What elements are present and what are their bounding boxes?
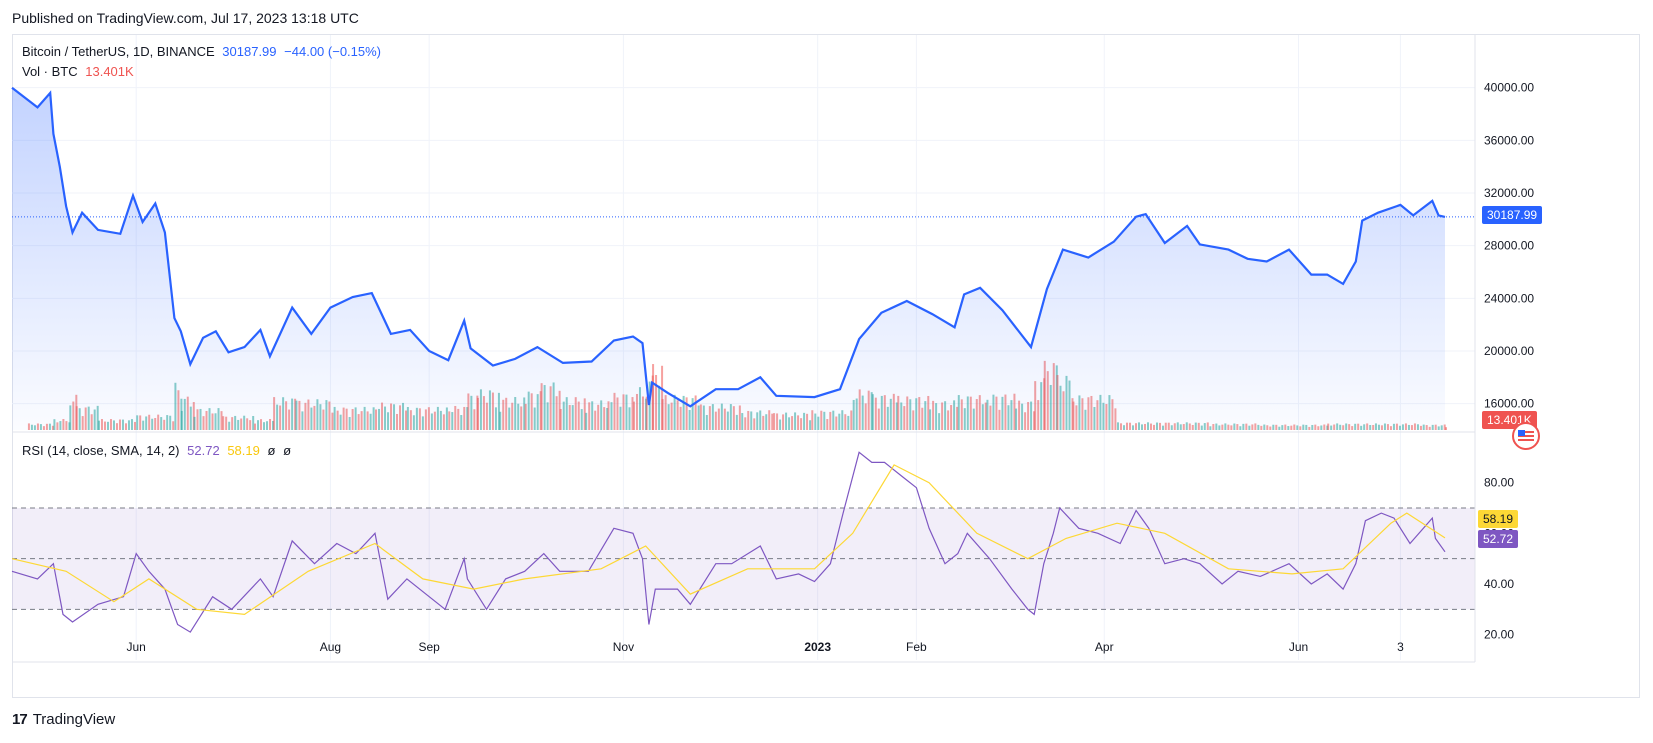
rsi-tick-label: 80.00 xyxy=(1484,476,1514,490)
price-tick-label: 28000.00 xyxy=(1484,239,1534,253)
time-tick-label: 2023 xyxy=(804,640,831,654)
time-tick-label: Aug xyxy=(320,640,341,654)
price-tick-label: 16000.00 xyxy=(1484,397,1534,411)
price-line xyxy=(11,86,1446,408)
rsi-extra-1: ø xyxy=(267,443,276,458)
volume-label: Vol · BTC xyxy=(22,64,78,79)
last-price: 30187.99 xyxy=(222,44,277,59)
rsi-ma-line xyxy=(11,464,1446,616)
time-tick-label: Jun xyxy=(127,640,146,654)
rsi-tick-label: 40.00 xyxy=(1484,577,1514,591)
time-tick-label: Sep xyxy=(418,640,440,654)
price-badge: 30187.99 xyxy=(1482,206,1543,224)
volume-bar xyxy=(1445,427,1447,430)
price-series xyxy=(11,86,1475,430)
rsi-line xyxy=(11,451,1446,633)
volume-legend[interactable]: Vol · BTC 13.401K xyxy=(22,64,138,79)
time-tick-label: Nov xyxy=(613,640,634,654)
price-tick-label: 36000.00 xyxy=(1484,133,1534,147)
time-tick-label: Feb xyxy=(906,640,927,654)
tradingview-logo: 17 xyxy=(12,711,28,728)
price-tick-label: 40000.00 xyxy=(1484,81,1534,95)
time-tick-label: Apr xyxy=(1095,640,1114,654)
axes: 16000.00 20000.00 24000.00 28000.00 32000.00… xyxy=(12,35,1534,663)
price-tick-label: 24000.00 xyxy=(1484,291,1534,305)
rsi-tick-label: 20.00 xyxy=(1484,628,1514,642)
rsi-ma-badge: 58.19 xyxy=(1478,510,1519,528)
rsi-value: 52.72 xyxy=(187,443,220,458)
time-tick-label: Jun xyxy=(1289,640,1308,654)
brand-name: TradingView xyxy=(32,711,116,728)
time-tick-label: 3 xyxy=(1397,640,1404,654)
us-flag-icon[interactable] xyxy=(1512,422,1540,450)
footer[interactable]: 17 TradingView xyxy=(12,711,115,728)
rsi-pane xyxy=(11,451,1475,633)
volume-value: 13.401K xyxy=(85,64,134,79)
price-change: −44.00 (−0.15%) xyxy=(284,44,382,59)
rsi-badge: 52.72 xyxy=(1478,530,1519,548)
price-tick-label: 32000.00 xyxy=(1484,186,1534,200)
rsi-label: RSI (14, close, SMA, 14, 2) xyxy=(22,443,180,458)
rsi-ma-value: 58.19 xyxy=(227,443,260,458)
symbol-name: Bitcoin / TetherUS, 1D, BINANCE xyxy=(22,44,215,59)
rsi-extra-2: ø xyxy=(283,443,292,458)
published-caption: Published on TradingView.com, Jul 17, 20… xyxy=(12,10,359,26)
rsi-legend[interactable]: RSI (14, close, SMA, 14, 2) 52.72 58.19 … xyxy=(22,443,295,458)
price-area xyxy=(12,87,1445,430)
symbol-legend[interactable]: Bitcoin / TetherUS, 1D, BINANCE 30187.99… xyxy=(22,44,385,59)
price-tick-label: 20000.00 xyxy=(1484,344,1534,358)
